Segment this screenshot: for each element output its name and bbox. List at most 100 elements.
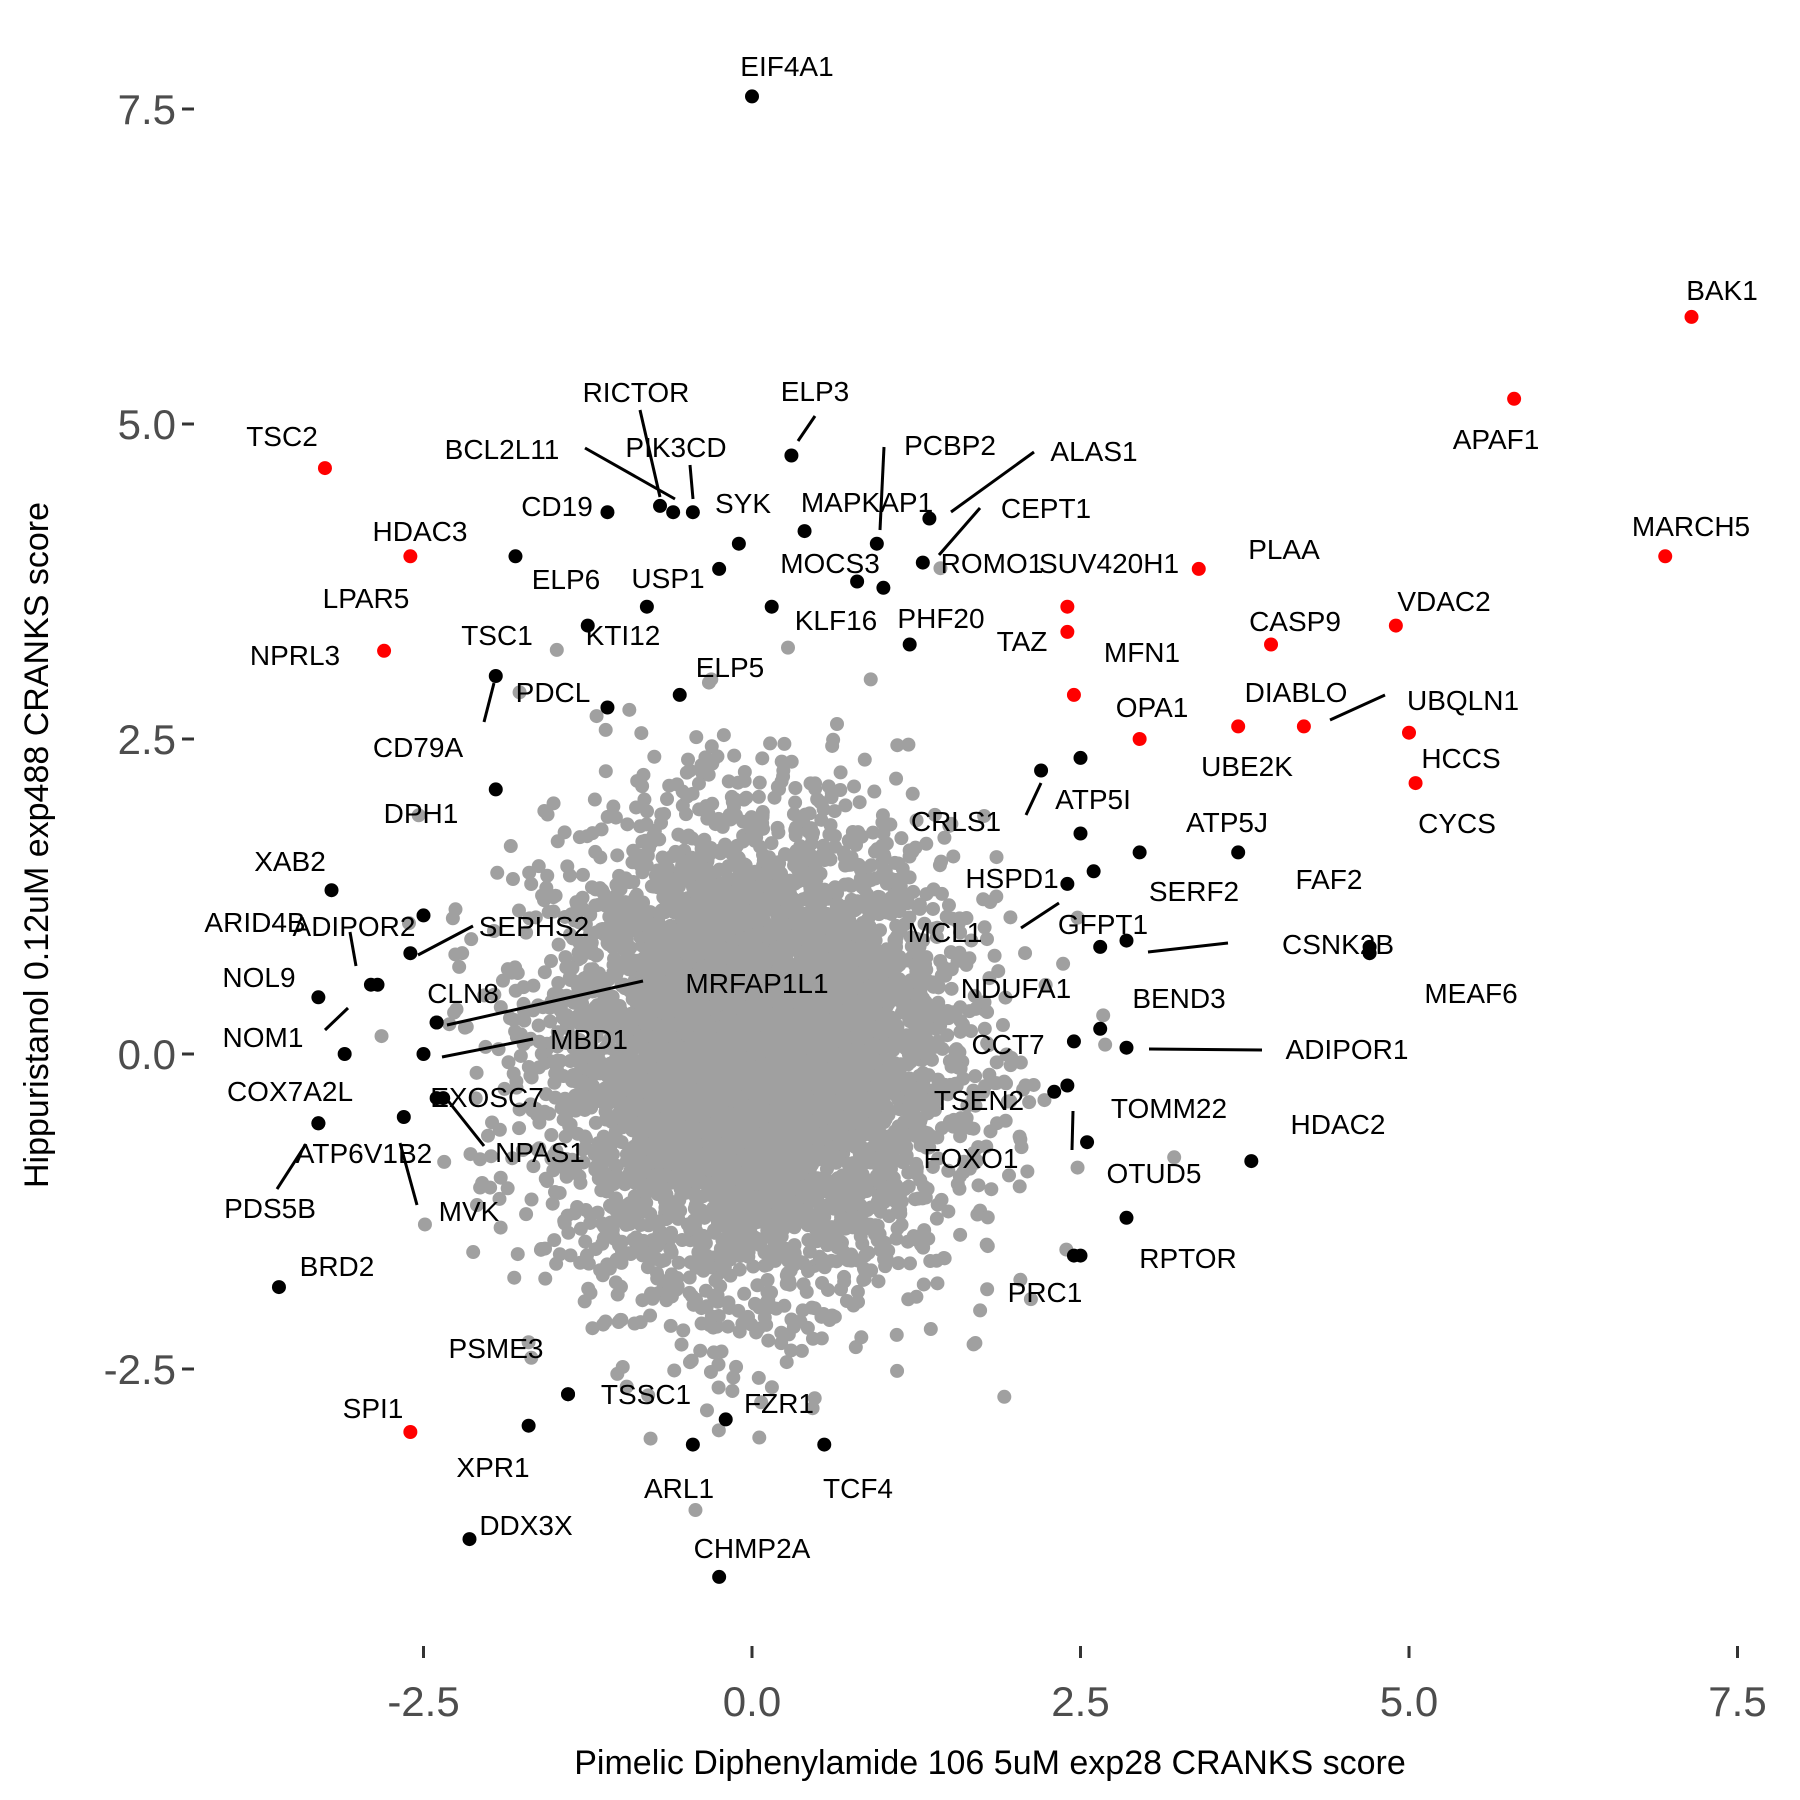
background-point [524, 876, 539, 891]
background-point [501, 1055, 516, 1070]
background-point [495, 973, 510, 988]
background-point [1038, 977, 1053, 992]
background-point [901, 1292, 916, 1307]
background-point [946, 849, 961, 864]
background-point [566, 1040, 581, 1055]
background-point [591, 1045, 606, 1060]
background-point [1096, 1008, 1111, 1023]
background-point [808, 776, 823, 791]
background-point [619, 1147, 634, 1162]
background-point [699, 799, 714, 814]
background-point [660, 791, 675, 806]
background-point [916, 933, 931, 948]
background-point [901, 737, 916, 752]
background-point [1023, 1292, 1038, 1307]
background-point [971, 1140, 986, 1155]
background-point [551, 937, 566, 952]
background-point [411, 808, 426, 823]
background-point [538, 1271, 553, 1286]
background-point [987, 948, 1002, 963]
background-point [850, 1284, 865, 1299]
background-point [560, 1208, 575, 1223]
background-point [910, 1039, 925, 1054]
background-point [823, 1196, 838, 1211]
background-point [863, 672, 878, 687]
background-point [944, 962, 959, 977]
background-point [977, 808, 992, 823]
background-point [524, 1350, 539, 1365]
background-point [627, 853, 642, 868]
background-point [924, 1003, 939, 1018]
background-point [572, 830, 587, 845]
background-point [401, 916, 416, 931]
background-point [448, 947, 463, 962]
background-point [620, 817, 635, 832]
background-point [547, 1233, 562, 1248]
background-point [585, 826, 600, 841]
background-point [507, 1270, 522, 1285]
background-point [566, 974, 581, 989]
background-point [537, 965, 552, 980]
background-point [598, 1314, 613, 1329]
background-point [528, 910, 543, 925]
background-point [980, 1282, 995, 1297]
background-point [910, 1233, 925, 1248]
background-point [543, 954, 558, 969]
background-point [905, 844, 920, 859]
background-point [469, 1065, 484, 1080]
background-point [749, 1325, 764, 1340]
background-point [699, 1403, 714, 1418]
background-point [737, 1286, 752, 1301]
background-point [941, 1163, 956, 1178]
background-point [930, 1276, 945, 1291]
background-point [583, 1285, 598, 1300]
background-point [503, 839, 518, 854]
background-point [546, 904, 561, 919]
background-point [756, 821, 771, 836]
background-point [710, 1294, 725, 1309]
background-point [550, 834, 565, 849]
background-point [693, 1343, 708, 1358]
background-point [509, 1080, 524, 1095]
background-point [577, 971, 592, 986]
background-point [829, 717, 844, 732]
background-point [493, 1170, 508, 1185]
background-point [1037, 1093, 1052, 1108]
background-point [732, 1324, 747, 1339]
background-point [839, 1293, 854, 1308]
background-point [924, 1052, 939, 1067]
background-point [817, 1260, 832, 1275]
background-point [711, 1423, 726, 1438]
background-point [585, 1321, 600, 1336]
background-point [853, 862, 868, 877]
background-point [822, 827, 837, 842]
background-point [774, 1336, 789, 1351]
background-point [606, 799, 621, 814]
background-point [882, 1129, 897, 1144]
background-point [774, 1325, 789, 1340]
background-point [711, 811, 726, 826]
background-point [704, 1309, 719, 1324]
background-point [677, 870, 692, 885]
background-point [837, 963, 852, 978]
background-point [851, 1294, 866, 1309]
background-point [531, 1060, 546, 1075]
background-point [452, 959, 467, 974]
background-point [505, 1151, 520, 1166]
background-point [836, 1244, 851, 1259]
background-point [531, 1018, 546, 1033]
background-point [583, 1215, 598, 1230]
background-point [926, 979, 941, 994]
background-point [946, 1112, 961, 1127]
background-point [929, 1211, 944, 1226]
background-point [484, 1149, 499, 1164]
background-point [539, 1087, 554, 1102]
background-point [506, 1066, 521, 1081]
background-point [708, 1273, 723, 1288]
background-point [964, 933, 979, 948]
background-point [637, 1204, 652, 1219]
background-point [752, 775, 767, 790]
background-point [1013, 1272, 1028, 1287]
background-point [614, 1255, 629, 1270]
background-point [761, 1333, 776, 1348]
